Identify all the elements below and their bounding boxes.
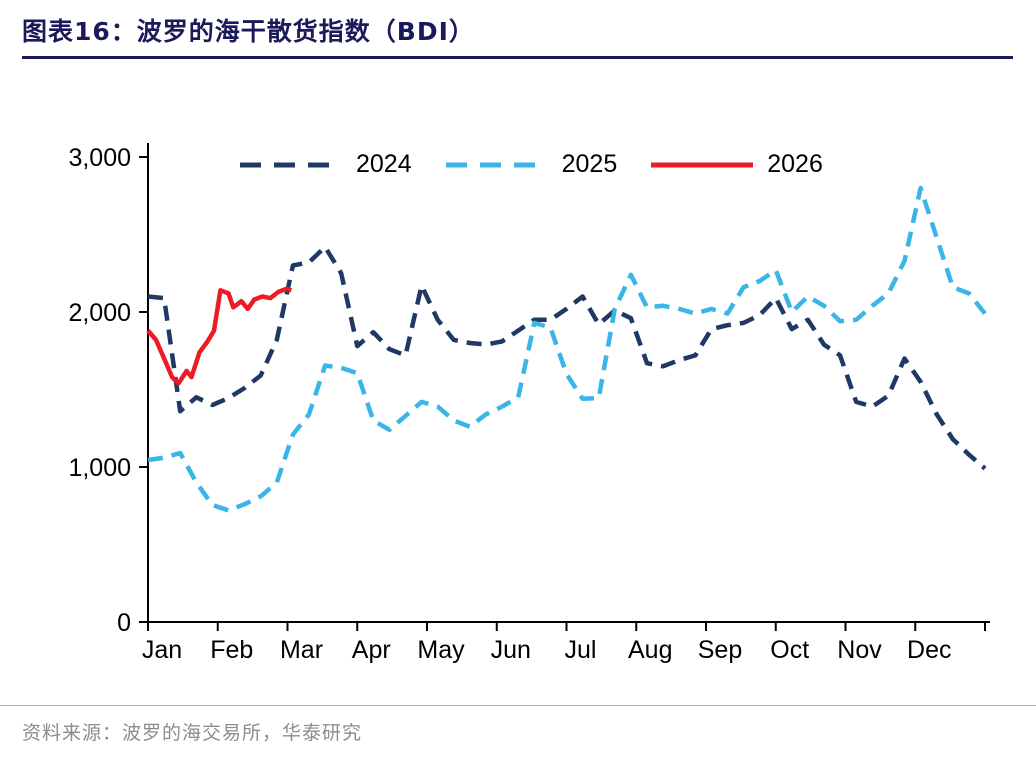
y-tick-label: 1,000 (68, 454, 131, 482)
source-note: 资料来源：波罗的海交易所，华泰研究 (22, 723, 363, 744)
footer-divider (0, 705, 1036, 706)
x-tick-label: May (417, 636, 465, 664)
x-tick-label: Nov (837, 636, 882, 664)
x-tick-label: Dec (907, 636, 951, 664)
legend-item-2024: 2024 (238, 150, 412, 179)
legend-swatch-2024 (240, 162, 342, 167)
x-tick-label: Jul (565, 636, 597, 664)
title-divider (22, 56, 1013, 59)
x-tick-label: Oct (770, 636, 809, 664)
x-tick-label: Feb (210, 636, 253, 664)
series-line-2026 (146, 286, 292, 386)
legend-item-2025: 2025 (444, 150, 618, 179)
legend-swatch-2026 (651, 162, 754, 167)
legend-label-2025: 2025 (561, 150, 618, 178)
series-line-2025 (147, 185, 987, 513)
legend-label-2026: 2026 (767, 150, 823, 178)
page-title: 图表16：波罗的海干散货指数（BDI） (22, 17, 475, 46)
x-tick-label: Apr (352, 636, 391, 664)
y-tick-label: 0 (117, 609, 131, 637)
legend-item-2026: 2026 (649, 150, 823, 179)
y-tick-label: 2,000 (68, 299, 131, 327)
x-tick-label: Jun (491, 636, 531, 664)
x-tick-label: Sep (698, 636, 742, 664)
x-tick-label: Mar (280, 636, 323, 664)
x-tick-label: Aug (628, 636, 672, 664)
y-tick-label: 3,000 (68, 144, 131, 172)
legend-label-2024: 2024 (356, 150, 412, 178)
x-tick-label: Jan (142, 636, 182, 664)
legend-swatch-2025 (445, 162, 548, 167)
chart-legend: 2024 2025 2026 (238, 150, 823, 179)
series-line-2024 (147, 244, 987, 471)
